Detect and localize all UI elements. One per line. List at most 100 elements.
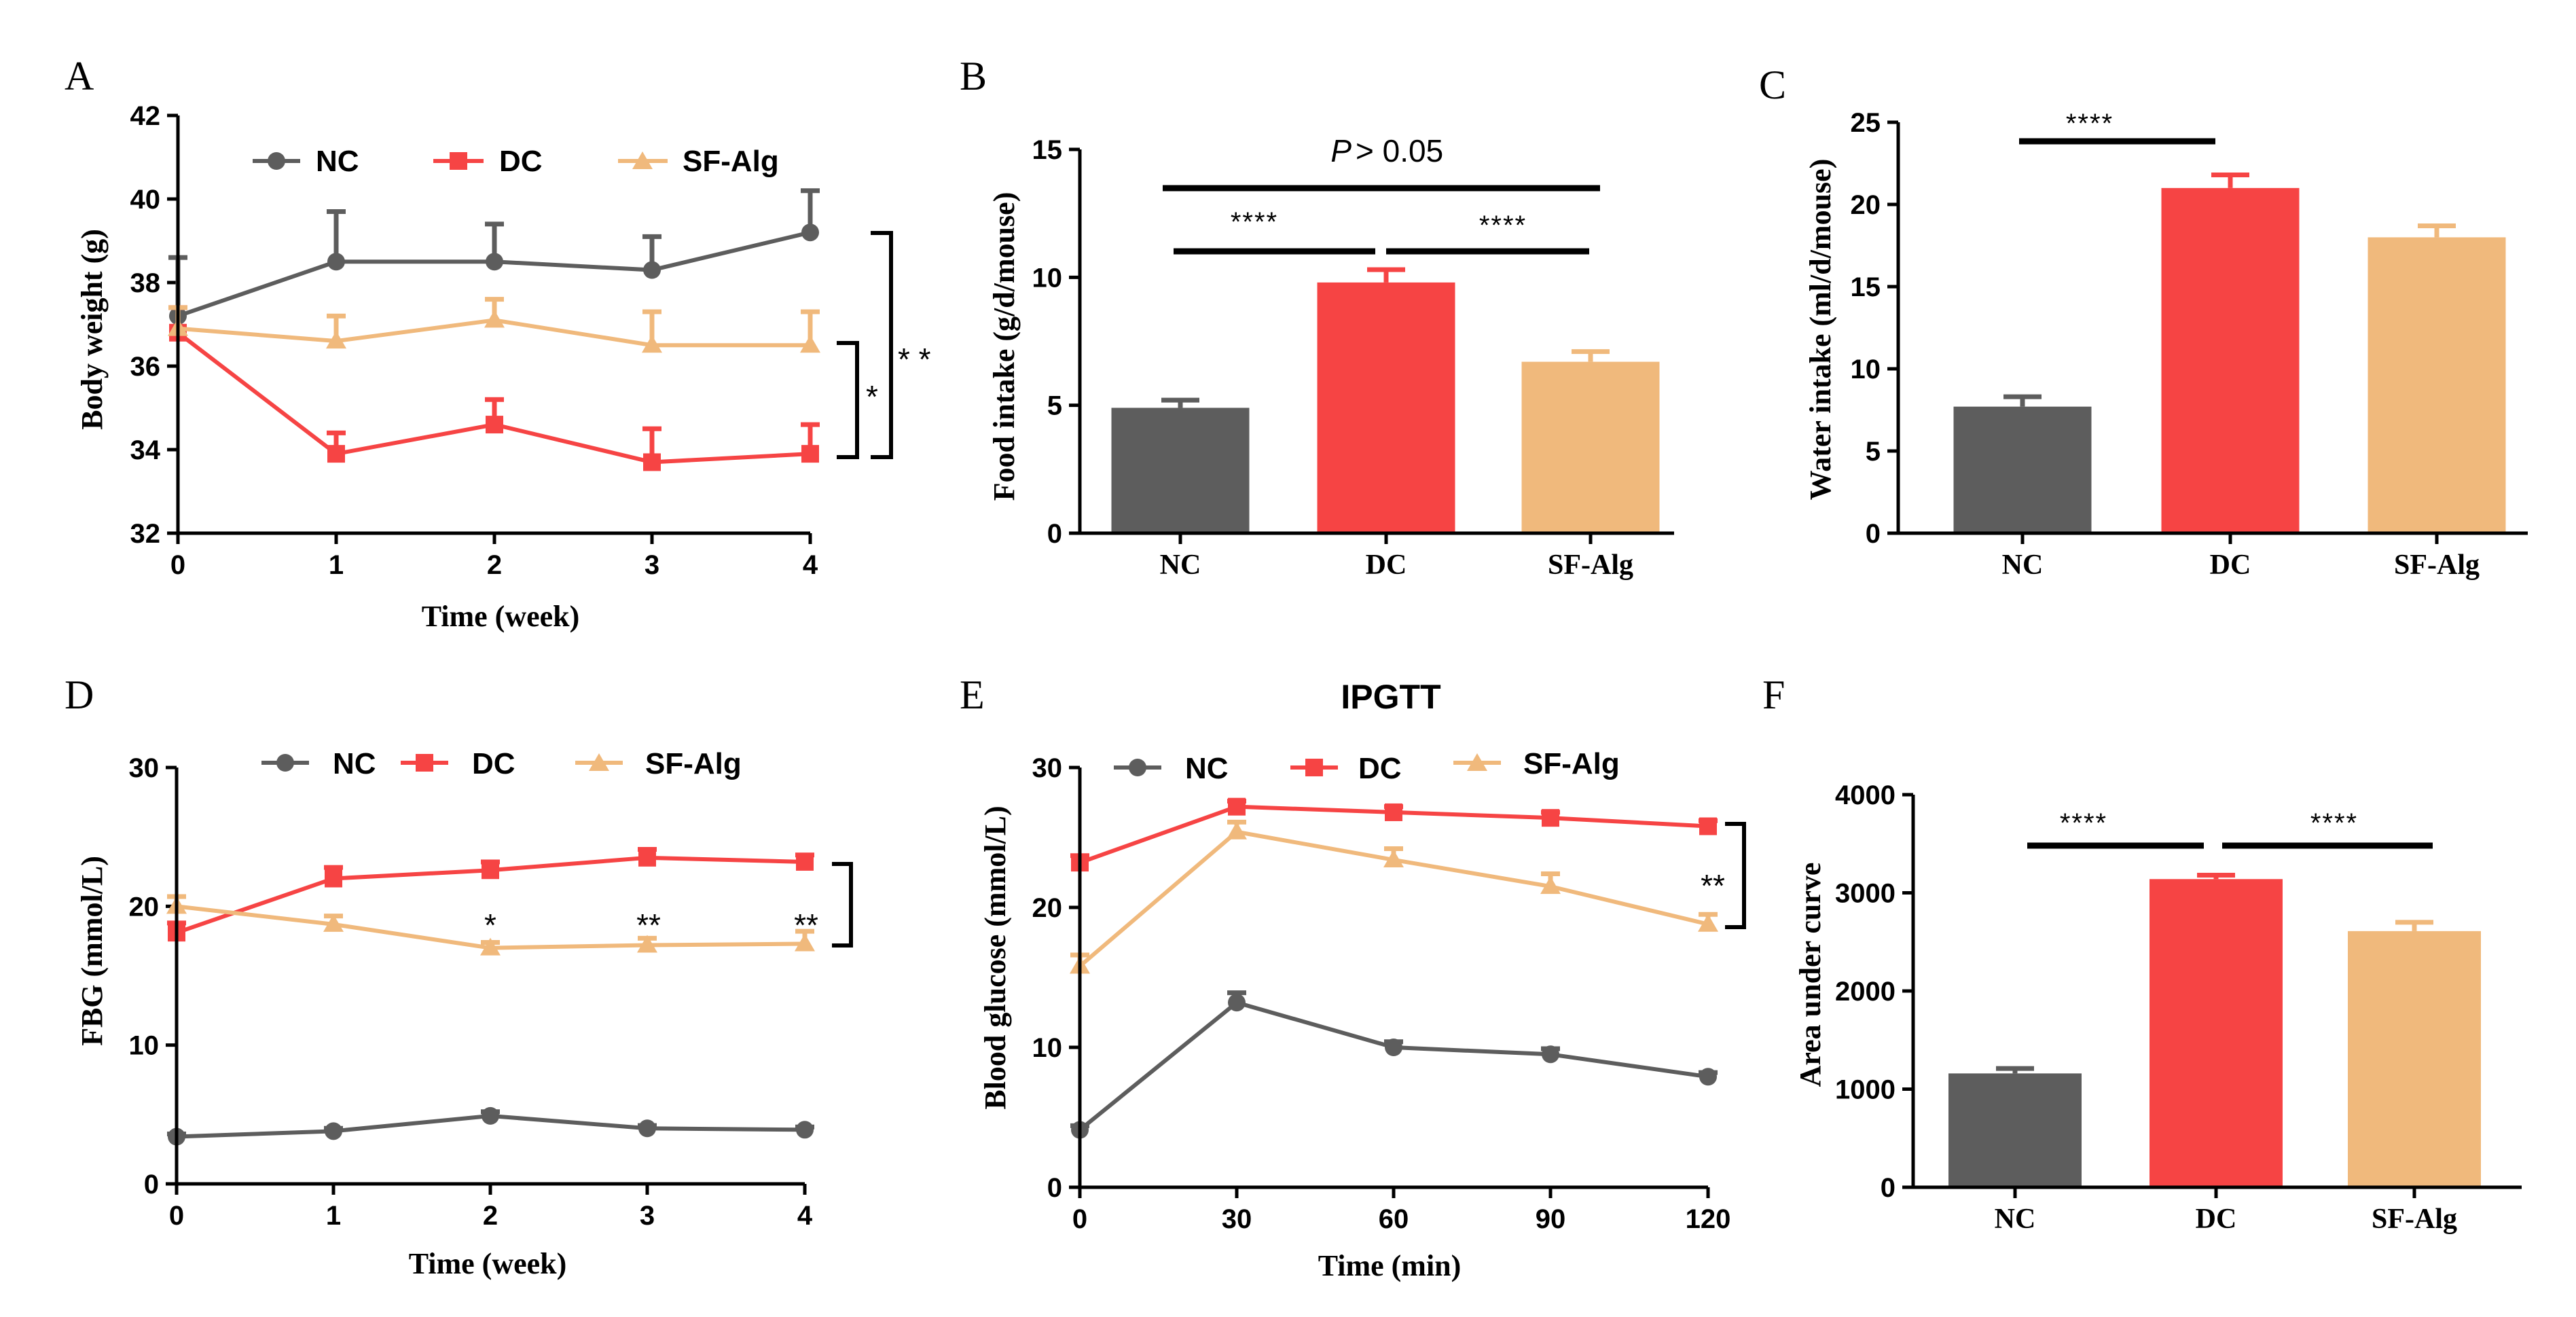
a-legend-sfalg-marker [632, 151, 653, 169]
a-x-tick-label: 3 [645, 550, 659, 580]
d-dc-point [796, 852, 814, 871]
d-sfalg-point [323, 914, 344, 932]
d-sfalg-point [480, 937, 501, 956]
d-nc-point [638, 1119, 656, 1138]
c-y-tick-label: 25 [1851, 108, 1881, 138]
a-sfalg-point [800, 335, 820, 353]
e-sfalg-point [1227, 821, 1247, 840]
f-y-axis-label: Area under curve [1794, 863, 1827, 1087]
c-y-ticks: 0 5 10 15 20 25 [1851, 108, 1898, 549]
e-legend-nc-marker [1129, 759, 1146, 776]
c-y-tick-label: 0 [1866, 519, 1881, 549]
f-y-tick-label: 1000 [1835, 1075, 1895, 1105]
a-legend-nc-label: NC [316, 145, 359, 178]
d-dc-point [638, 848, 656, 867]
a-y-tick-label: 32 [130, 519, 161, 549]
c-x-tick-label-sfalg: SF-Alg [2394, 549, 2480, 581]
b-bar-dc [1317, 282, 1455, 533]
c-y-tick-label: 20 [1851, 190, 1881, 220]
e-legend-sfalg-label: SF-Alg [1523, 747, 1620, 780]
panel-c: C Water intake (ml/d/mouse) 0 5 10 15 20 25 N… [1759, 62, 2528, 581]
a-x-tick-label: 2 [487, 550, 502, 580]
d-legend: NC DC SF-Alg [261, 747, 742, 780]
d-sfalg-point [637, 935, 657, 953]
a-y-ticks: 32 34 36 38 40 42 [130, 101, 178, 549]
a-sfalg-point [484, 310, 505, 328]
panel-label-f: F [1762, 672, 1785, 717]
d-annotation-week3: ** [636, 907, 661, 943]
a-legend-sfalg-label: SF-Alg [683, 145, 779, 178]
e-nc-point [1385, 1039, 1402, 1056]
e-legend: NC DC SF-Alg [1114, 747, 1620, 785]
d-x-tick-label: 0 [169, 1201, 184, 1231]
e-nc-point [1228, 994, 1246, 1012]
e-nc-line [1078, 1000, 1709, 1132]
e-y-tick-label: 30 [1032, 753, 1063, 783]
a-bracket-outer [871, 231, 893, 459]
c-bars [1953, 172, 2506, 533]
c-y-axis-label: Water intake (ml/d/mouse) [1804, 159, 1837, 501]
c-annotation-nc-dc: **** [2066, 109, 2114, 139]
f-y-tick-label: 2000 [1835, 977, 1895, 1007]
b-y-tick-label: 15 [1032, 135, 1063, 165]
d-y-tick-label: 20 [129, 892, 160, 922]
e-y-axis-label: Blood glucose (mmol/L) [979, 806, 1012, 1109]
d-annotation-week2: * [484, 907, 496, 943]
a-annotation-inner: * [866, 379, 878, 414]
d-legend-dc-marker [416, 754, 433, 772]
f-x-tick-label-sfalg: SF-Alg [2372, 1204, 2457, 1235]
panel-label-c: C [1759, 62, 1786, 107]
f-y-tick-label: 0 [1881, 1173, 1895, 1203]
f-bar-dc [2149, 879, 2283, 1187]
a-y-tick-label: 36 [130, 352, 161, 382]
e-dc-point [1228, 797, 1246, 816]
f-y-tick-label: 3000 [1835, 879, 1895, 909]
e-x-tick-label: 60 [1379, 1204, 1409, 1234]
d-y-tick-label: 30 [129, 753, 160, 783]
d-legend-nc-marker [276, 754, 294, 772]
a-legend-dc-label: DC [499, 145, 543, 178]
a-sfalg-point [642, 335, 662, 353]
d-nc-point [325, 1122, 342, 1140]
d-dc-point [325, 869, 342, 888]
a-series [168, 188, 820, 471]
b-y-tick-label: 0 [1047, 519, 1062, 549]
b-x-tick-label-dc: DC [1366, 549, 1407, 581]
d-legend-sfalg-marker [589, 753, 609, 771]
e-chart-title: IPGTT [1341, 678, 1440, 716]
a-x-axis-label: Time (week) [422, 600, 580, 633]
a-legend: NC DC SF-Alg [253, 145, 779, 178]
a-y-tick-label: 42 [130, 101, 161, 131]
e-x-tick-label: 90 [1536, 1204, 1566, 1234]
c-bar-sfalg [2368, 237, 2506, 533]
e-nc-point [1542, 1045, 1559, 1064]
d-x-tick-label: 2 [483, 1201, 498, 1231]
e-bracket [1725, 822, 1746, 929]
a-nc-point [643, 261, 661, 279]
f-x-ticks: NC DC SF-Alg [1995, 1187, 2457, 1235]
panel-d: D FBG (mmol/L) Time (week) 0 10 20 30 0 1 2 3 4… [65, 672, 853, 1280]
e-y-tick-label: 20 [1032, 893, 1063, 923]
e-y-tick-label: 10 [1032, 1033, 1063, 1063]
panel-label-a: A [65, 54, 94, 98]
c-x-tick-label-dc: DC [2210, 549, 2251, 581]
e-series [1070, 797, 1718, 1139]
c-y-tick-label: 10 [1851, 355, 1881, 384]
b-p-label: P [1330, 133, 1352, 168]
e-x-tick-label: 120 [1686, 1204, 1731, 1234]
a-dc-point [801, 445, 819, 463]
d-x-axis-label: Time (week) [409, 1247, 567, 1280]
panel-a: A Body weight (g) Time (week) 3234363840… [65, 54, 931, 633]
f-annotation-dc-sfalg: **** [2310, 808, 2358, 838]
b-bar-nc [1111, 408, 1250, 533]
d-x-tick-label: 1 [326, 1201, 341, 1231]
b-bar-sfalg [1521, 361, 1660, 533]
c-y-tick-label: 15 [1851, 272, 1881, 302]
e-x-tick-label: 30 [1222, 1204, 1252, 1234]
b-p-value: > 0.05 [1356, 133, 1443, 168]
e-dc-point [1385, 803, 1402, 821]
c-x-ticks: NC DC SF-Alg [2002, 533, 2480, 581]
d-y-ticks: 0 10 20 30 [129, 753, 177, 1199]
a-nc-point [486, 253, 503, 271]
